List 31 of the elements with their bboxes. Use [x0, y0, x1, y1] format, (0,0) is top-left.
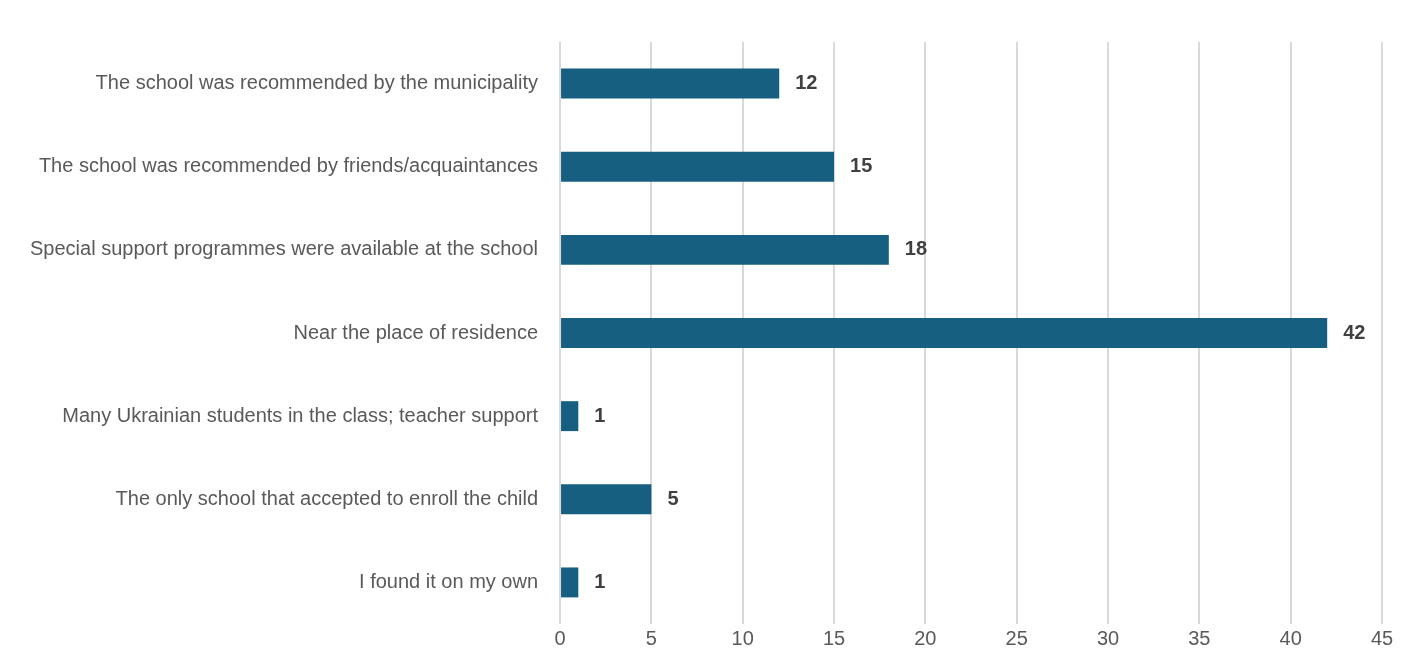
- data-label: 1: [594, 403, 606, 426]
- x-tick-label: 10: [731, 626, 754, 649]
- x-tick-label: 25: [1005, 626, 1028, 649]
- x-tick-label: 30: [1096, 626, 1120, 649]
- data-label: 42: [1343, 320, 1366, 343]
- bar: [561, 484, 652, 515]
- bar: [561, 567, 579, 598]
- x-tick-label: 35: [1188, 626, 1211, 649]
- y-tick-label: I found it on my own: [359, 569, 539, 592]
- bar: [561, 68, 780, 99]
- x-tick-label: 5: [645, 626, 657, 649]
- x-tick-label: 15: [822, 626, 846, 649]
- data-label: 18: [904, 237, 928, 260]
- x-tick-label: 40: [1279, 626, 1302, 649]
- y-tick-label: Near the place of residence: [293, 320, 539, 343]
- data-label: 15: [850, 154, 873, 177]
- bar: [561, 401, 579, 432]
- data-label: 5: [667, 486, 679, 509]
- y-tick-label: The school was recommended by friends/acquaintances: [38, 154, 539, 177]
- bar: [561, 318, 1328, 348]
- x-tick-label: 20: [914, 626, 937, 649]
- y-tick-label: The school was recommended by the municipality: [95, 71, 539, 94]
- data-label: 1: [594, 569, 606, 592]
- data-label: 12: [795, 71, 818, 94]
- y-tick-label: Many Ukrainian students in the class; teacher support: [62, 403, 539, 426]
- bar: [561, 234, 889, 265]
- y-tick-label: Special support programmes were available at the school: [30, 237, 539, 260]
- x-tick-label: 45: [1370, 626, 1394, 649]
- x-tick-label: 0: [554, 626, 566, 649]
- y-tick-label: The only school that accepted to enroll the child: [115, 486, 539, 509]
- bar: [561, 151, 835, 182]
